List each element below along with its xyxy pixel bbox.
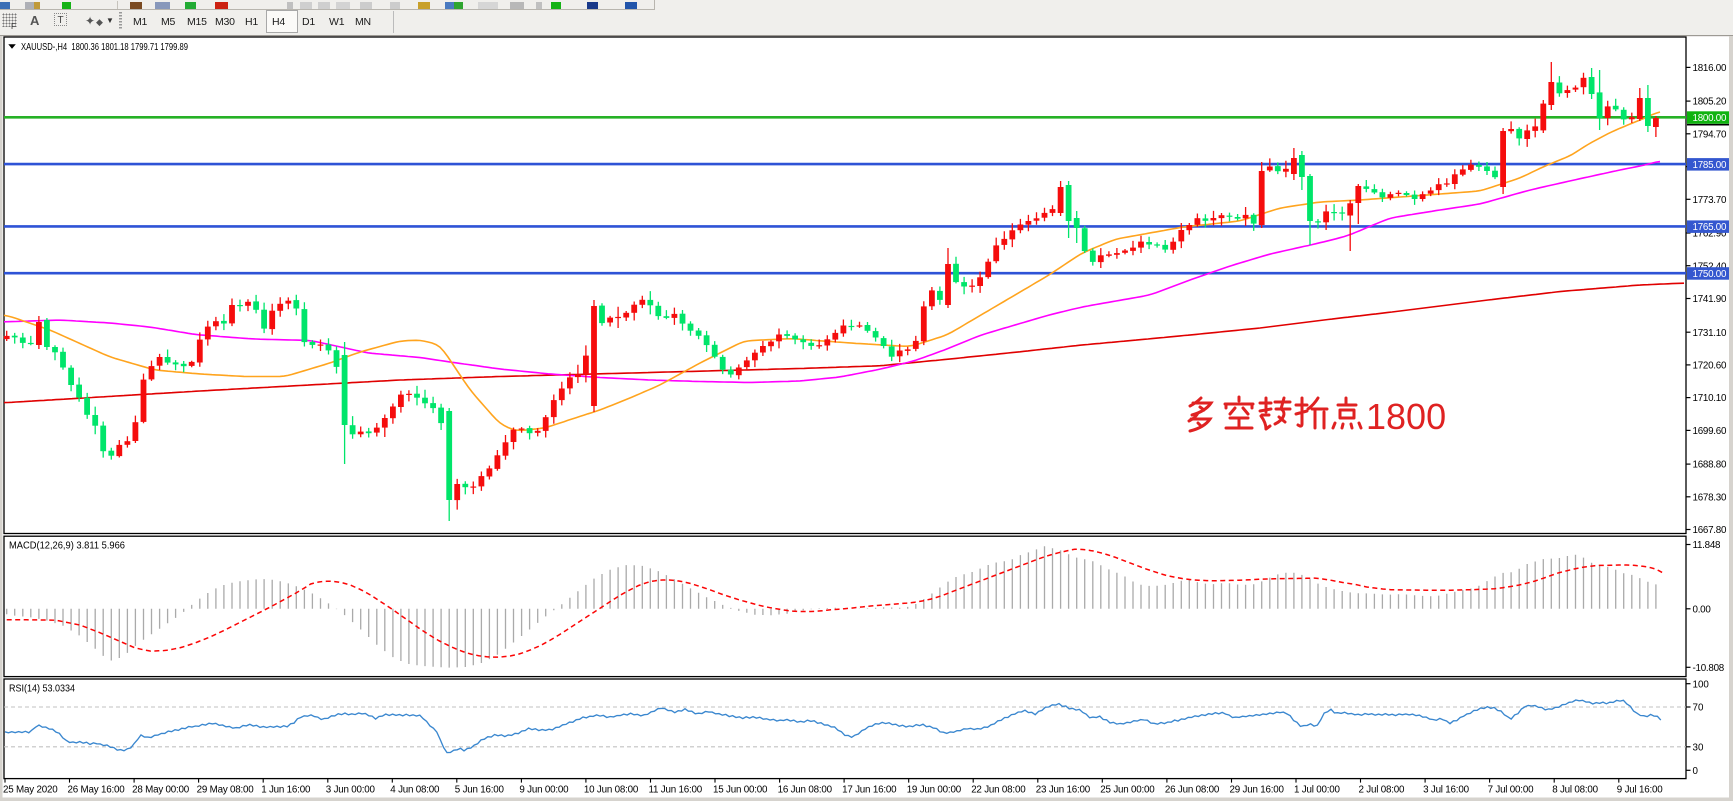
svg-text:1805.20: 1805.20 [1693, 97, 1727, 108]
svg-text:0: 0 [1693, 766, 1699, 777]
svg-text:1667.80: 1667.80 [1693, 525, 1727, 536]
svg-text:1785.00: 1785.00 [1693, 160, 1727, 171]
svg-text:1 Jul 00:00: 1 Jul 00:00 [1294, 785, 1340, 796]
svg-text:29 May 08:00: 29 May 08:00 [197, 785, 255, 796]
svg-text:1678.30: 1678.30 [1693, 492, 1727, 503]
svg-text:23 Jun 16:00: 23 Jun 16:00 [1036, 785, 1091, 796]
svg-text:7 Jul 00:00: 7 Jul 00:00 [1488, 785, 1534, 796]
svg-text:28 May 00:00: 28 May 00:00 [132, 785, 190, 796]
svg-text:3 Jun 00:00: 3 Jun 00:00 [326, 785, 376, 796]
svg-text:15 Jun 00:00: 15 Jun 00:00 [713, 785, 768, 796]
svg-text:26 May 16:00: 26 May 16:00 [68, 785, 126, 796]
svg-text:1752.40: 1752.40 [1693, 261, 1727, 272]
svg-text:26 Jun 08:00: 26 Jun 08:00 [1165, 785, 1220, 796]
svg-text:1688.80: 1688.80 [1693, 460, 1727, 471]
svg-text:11.848: 11.848 [1693, 540, 1722, 551]
svg-text:1720.60: 1720.60 [1693, 361, 1727, 372]
svg-text:1800: 1800 [1366, 396, 1446, 437]
svg-text:RSI(14) 53.0334: RSI(14) 53.0334 [9, 684, 75, 695]
svg-text:16 Jun 08:00: 16 Jun 08:00 [778, 785, 833, 796]
svg-text:30: 30 [1693, 742, 1704, 753]
svg-text:8 Jul 08:00: 8 Jul 08:00 [1552, 785, 1598, 796]
svg-text:MACD(12,26,9) 3.811 5.966: MACD(12,26,9) 3.811 5.966 [9, 541, 125, 552]
svg-text:29 Jun 16:00: 29 Jun 16:00 [1230, 785, 1285, 796]
svg-text:1699.60: 1699.60 [1693, 426, 1727, 437]
svg-text:1800.00: 1800.00 [1693, 113, 1727, 124]
svg-text:70: 70 [1693, 703, 1704, 714]
svg-text:1765.00: 1765.00 [1693, 222, 1727, 233]
svg-text:9 Jul 16:00: 9 Jul 16:00 [1617, 785, 1663, 796]
svg-text:1816.00: 1816.00 [1693, 63, 1727, 74]
svg-text:-10.808: -10.808 [1693, 663, 1725, 674]
svg-text:3 Jul 16:00: 3 Jul 16:00 [1423, 785, 1469, 796]
svg-text:9 Jun 00:00: 9 Jun 00:00 [519, 785, 569, 796]
svg-text:XAUUSD-,H4 1800.36 1801.18 17: XAUUSD-,H4 1800.36 1801.18 1799.71 1799.… [21, 42, 188, 53]
svg-text:10 Jun 08:00: 10 Jun 08:00 [584, 785, 639, 796]
svg-text:22 Jun 08:00: 22 Jun 08:00 [971, 785, 1026, 796]
svg-text:2 Jul 08:00: 2 Jul 08:00 [1359, 785, 1405, 796]
svg-text:1794.70: 1794.70 [1693, 129, 1727, 140]
svg-text:25 Jun 00:00: 25 Jun 00:00 [1100, 785, 1155, 796]
svg-text:1710.10: 1710.10 [1693, 393, 1727, 404]
svg-text:11 Jun 16:00: 11 Jun 16:00 [649, 785, 703, 796]
svg-text:1731.10: 1731.10 [1693, 328, 1727, 339]
svg-text:100: 100 [1693, 679, 1710, 690]
svg-text:1741.90: 1741.90 [1693, 294, 1727, 305]
svg-text:5 Jun 16:00: 5 Jun 16:00 [455, 785, 505, 796]
svg-text:0.00: 0.00 [1693, 604, 1712, 615]
svg-text:25 May 2020: 25 May 2020 [3, 785, 58, 796]
svg-text:19 Jun 00:00: 19 Jun 00:00 [907, 785, 962, 796]
svg-text:1750.00: 1750.00 [1693, 269, 1727, 280]
svg-text:1 Jun 16:00: 1 Jun 16:00 [261, 785, 311, 796]
svg-text:1762.90: 1762.90 [1693, 229, 1727, 240]
svg-text:1773.70: 1773.70 [1693, 195, 1727, 206]
svg-text:17 Jun 16:00: 17 Jun 16:00 [842, 785, 897, 796]
svg-text:4 Jun 08:00: 4 Jun 08:00 [390, 785, 440, 796]
